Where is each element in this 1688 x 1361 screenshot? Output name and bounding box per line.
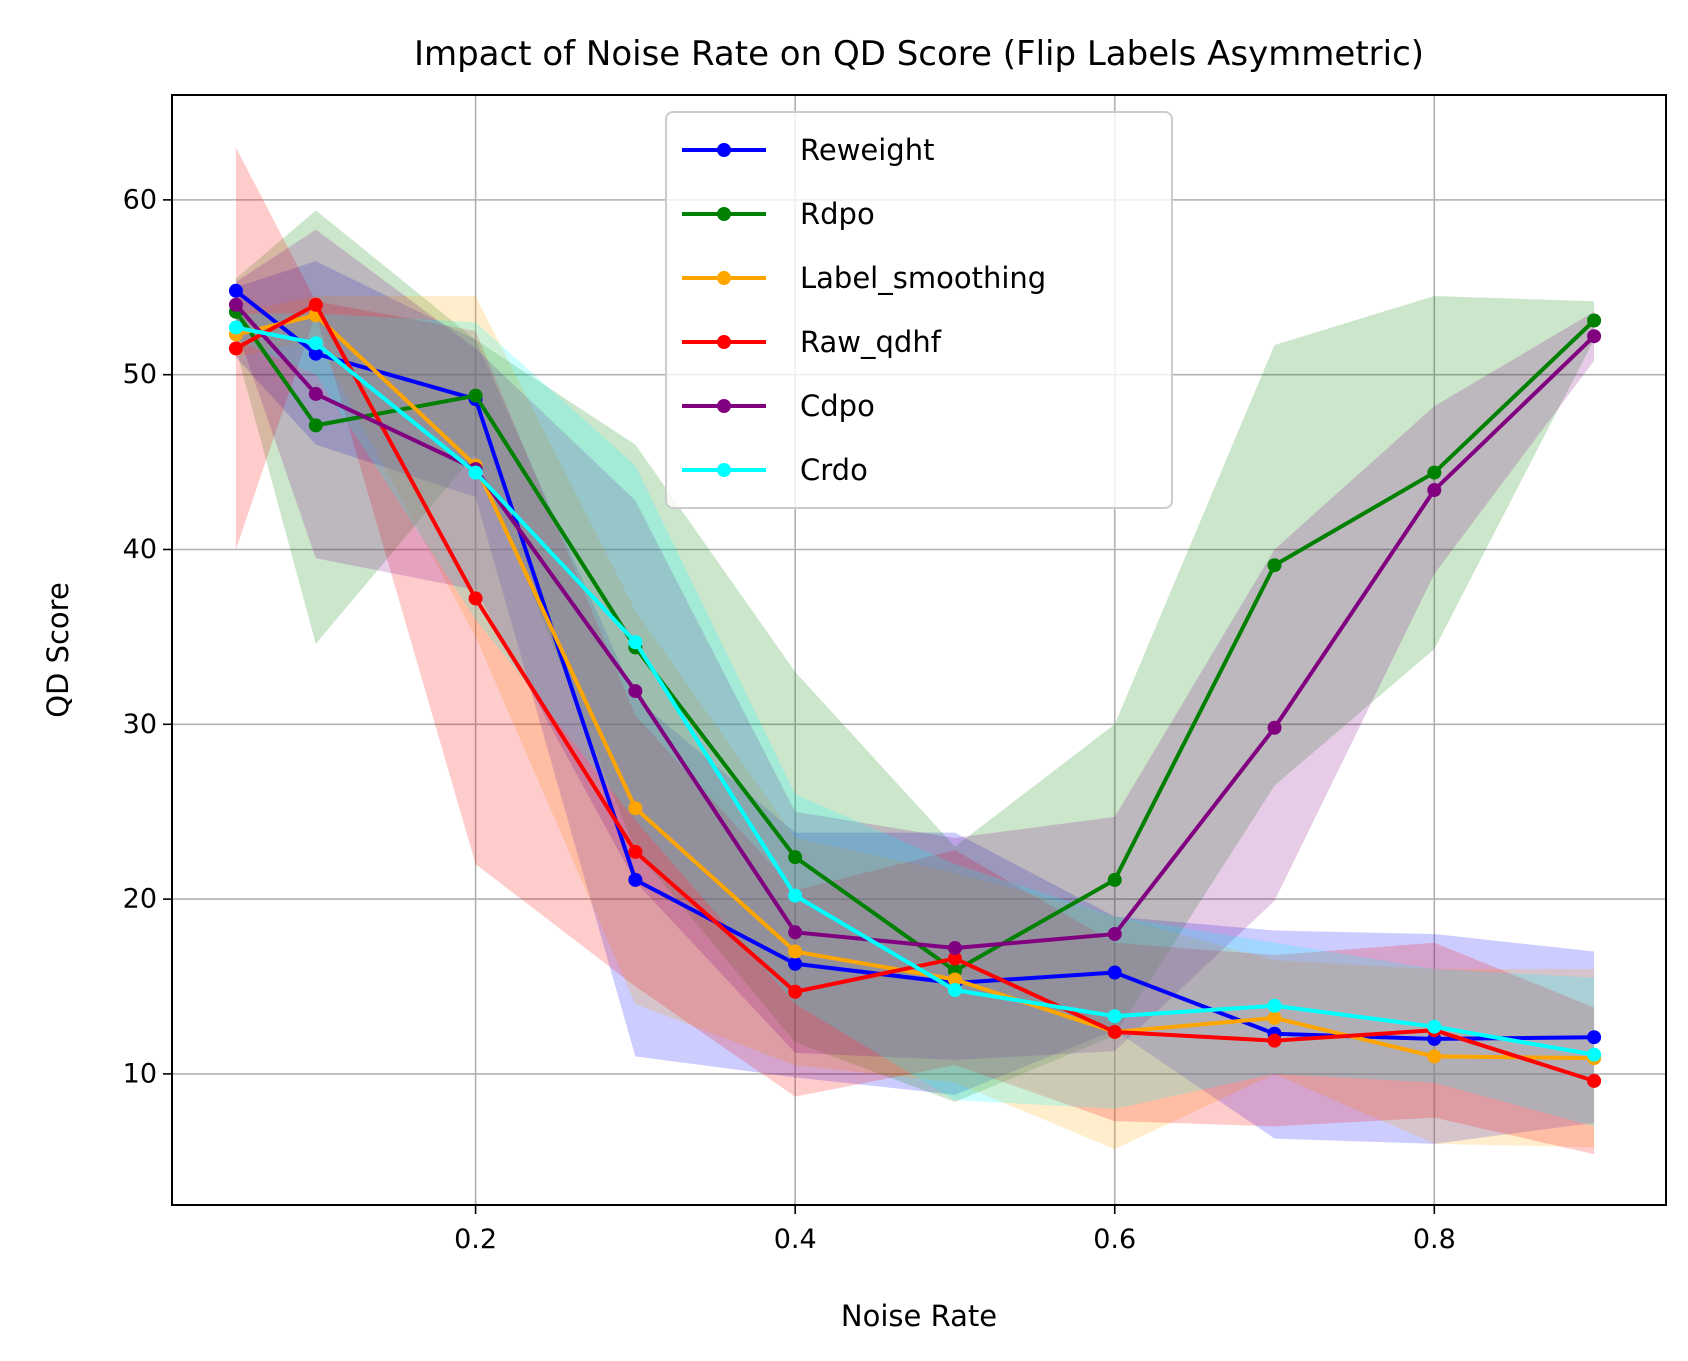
legend-label: Rdpo <box>800 197 875 231</box>
x-tick-label: 0.6 <box>1093 1224 1136 1255</box>
series-lines <box>228 283 1602 1088</box>
data-point <box>788 888 803 903</box>
legend-label: Label_smoothing <box>800 261 1046 295</box>
confidence-band <box>235 229 1595 1060</box>
data-point <box>228 341 243 356</box>
data-point <box>1427 1049 1442 1064</box>
series-line <box>233 302 1597 951</box>
legend-marker <box>717 143 731 157</box>
data-point <box>1427 1019 1442 1034</box>
data-point <box>788 984 803 999</box>
data-point <box>1587 1073 1602 1088</box>
x-axis-label: Noise Rate <box>841 1299 997 1333</box>
data-point <box>468 465 483 480</box>
data-point <box>1587 1030 1602 1045</box>
x-tick-label: 0.2 <box>454 1224 497 1255</box>
data-point <box>308 336 323 351</box>
data-point <box>1267 720 1282 735</box>
x-tick-label: 0.4 <box>774 1224 817 1255</box>
data-point <box>1427 483 1442 498</box>
data-point <box>947 972 962 987</box>
data-point <box>947 982 962 997</box>
data-point <box>947 951 962 966</box>
y-tick-label: 40 <box>123 534 157 565</box>
data-point <box>1587 1047 1602 1062</box>
y-tick-label: 30 <box>123 709 157 740</box>
data-point <box>1587 313 1602 328</box>
chart-title: Impact of Noise Rate on QD Score (Flip L… <box>414 34 1424 74</box>
data-point <box>788 944 803 959</box>
data-point <box>468 591 483 606</box>
data-point <box>308 418 323 433</box>
data-point <box>1267 558 1282 573</box>
data-point <box>628 801 643 816</box>
confidence-band <box>235 210 1595 1102</box>
data-point <box>1107 1009 1122 1024</box>
data-point <box>1427 465 1442 480</box>
data-point <box>1107 1024 1122 1039</box>
y-tick-label: 60 <box>123 184 157 215</box>
legend: Reweight Rdpo Label_smoothing Raw_qdhf Cdpo C… <box>665 111 1173 509</box>
legend-label: Reweight <box>800 133 934 167</box>
y-axis-label: QD Score <box>41 582 75 718</box>
data-point <box>1107 872 1122 887</box>
legend-box <box>665 111 1173 509</box>
data-point <box>228 283 243 298</box>
confidence-band <box>235 147 1595 1155</box>
series-line <box>233 325 1597 1057</box>
data-point <box>1267 1033 1282 1048</box>
series-line <box>233 309 1597 973</box>
data-point <box>308 297 323 312</box>
y-tick-label: 50 <box>123 359 157 390</box>
data-point <box>628 684 643 699</box>
x-tick-label: 0.8 <box>1413 1224 1456 1255</box>
data-point <box>1267 998 1282 1013</box>
data-point <box>228 297 243 312</box>
data-point <box>788 925 803 940</box>
data-point <box>228 320 243 335</box>
data-point <box>947 941 962 956</box>
legend-label: Cdpo <box>800 389 875 423</box>
confidence-band <box>235 313 1595 1127</box>
legend-marker <box>717 335 731 349</box>
data-point <box>788 850 803 865</box>
legend-marker <box>717 271 731 285</box>
y-tick-label: 20 <box>123 884 157 915</box>
data-point <box>1107 927 1122 942</box>
data-point <box>1107 965 1122 980</box>
legend-label: Raw_qdhf <box>800 325 942 359</box>
axis-ticks: 0.2 0.4 0.6 0.8 10 20 30 40 50 60 <box>123 184 1456 1255</box>
data-point <box>308 346 323 361</box>
series-line <box>233 302 1597 1083</box>
legend-marker <box>717 463 731 477</box>
data-point <box>308 386 323 401</box>
legend-label: Crdo <box>800 453 868 487</box>
data-point <box>468 388 483 403</box>
confidence-band <box>235 296 1595 1150</box>
legend-marker <box>717 207 731 221</box>
legend-marker <box>717 399 731 413</box>
data-point <box>628 872 643 887</box>
data-point <box>628 635 643 650</box>
data-point <box>788 956 803 971</box>
plot-area-frame <box>171 94 1667 1206</box>
data-point <box>1587 329 1602 344</box>
data-point <box>1267 1010 1282 1025</box>
data-point <box>628 844 643 859</box>
y-tick-label: 10 <box>123 1058 157 1089</box>
